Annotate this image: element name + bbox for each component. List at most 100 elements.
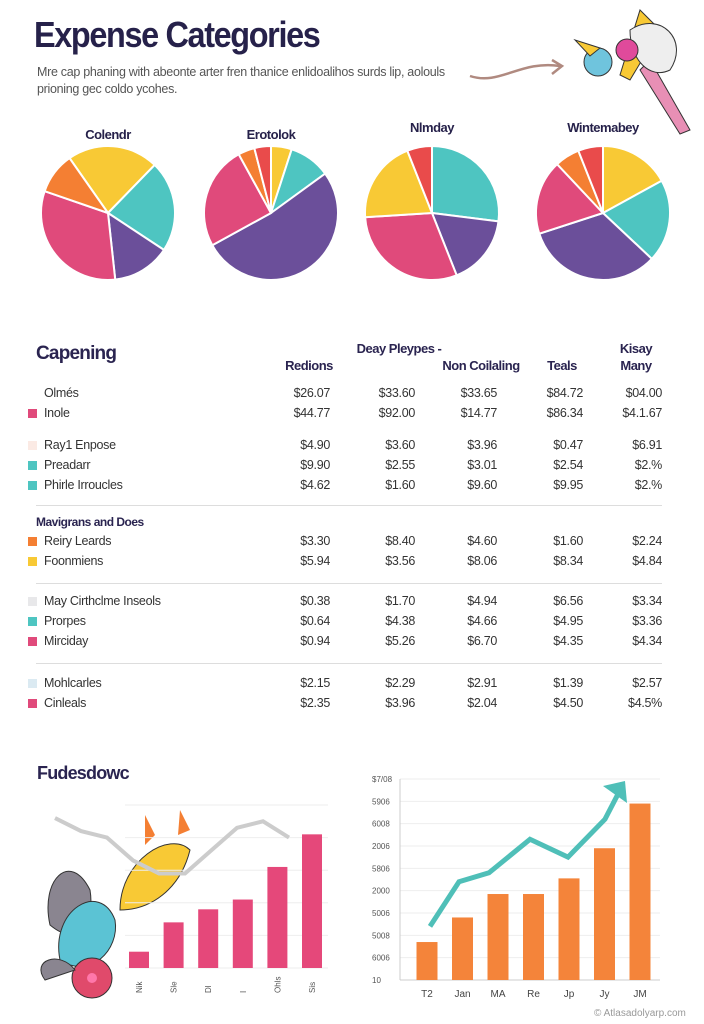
x-tick-label: I	[239, 991, 248, 993]
bar	[594, 848, 615, 980]
row-label: Inole	[44, 406, 70, 420]
row-label: Mirciday	[44, 634, 89, 648]
pie-slice-purple	[430, 211, 500, 277]
x-tick-label: MA	[491, 989, 506, 1000]
table-row: Ray1 Enpose $4.90 $3.60 $3.96 $0.47 $6.91	[0, 436, 704, 456]
cell-value: $3.96	[467, 438, 497, 452]
cell-value: $3.60	[385, 438, 415, 452]
cell-value: $92.00	[378, 406, 416, 420]
column-header: Redions	[285, 358, 333, 373]
cell-value: $1.60	[385, 478, 415, 492]
y-tick-label: 5008	[372, 931, 390, 940]
cell-value: $2.%	[634, 478, 663, 492]
pie-slice-yellow	[68, 145, 157, 215]
trend-arrow-icon	[603, 781, 627, 803]
cell-value: $4.34	[632, 634, 662, 648]
cell-value: $44.77	[293, 406, 331, 420]
cell-value: $2.%	[634, 458, 663, 472]
pie-slice-red	[577, 144, 604, 214]
cell-value: $3.01	[467, 458, 497, 472]
legend-swatch	[28, 461, 37, 470]
table-row: Olmés $26.07 $33.60 $33.65 $84.72 $04.00	[0, 384, 704, 404]
cell-value: $4.38	[385, 614, 415, 628]
cell-value: $3.96	[385, 696, 415, 710]
left-chart-title: Fudesdowc	[37, 763, 130, 783]
cell-value: $2.29	[385, 676, 415, 690]
cell-value: $2.35	[300, 696, 330, 710]
x-tick-label: Jp	[564, 989, 575, 1000]
legend-swatch	[28, 699, 37, 708]
x-tick-label: Jy	[600, 989, 610, 1000]
y-tick-label: 2006	[372, 842, 390, 851]
page-title: Expense Categories	[34, 14, 321, 55]
y-tick-label: 5906	[372, 797, 390, 806]
cell-value: $2.55	[385, 458, 415, 472]
cell-value: $04.00	[625, 386, 663, 400]
cell-value: $4.95	[553, 614, 583, 628]
pie-title: Wintemabey	[567, 120, 639, 135]
pie-title: Erotolok	[246, 127, 296, 142]
cell-value: $33.65	[460, 386, 498, 400]
bar	[416, 942, 438, 980]
cell-value: $2.57	[632, 676, 662, 690]
cell-value: $6.91	[632, 438, 662, 452]
bar	[267, 866, 288, 968]
y-tick-label: 5806	[372, 864, 390, 873]
cell-value: $0.64	[300, 614, 330, 628]
cell-value: $4.90	[300, 438, 330, 452]
pie-slice-orange	[43, 156, 111, 215]
cell-value: $86.34	[546, 406, 584, 420]
cell-value: $1.60	[553, 534, 583, 548]
pie-slice-pink	[535, 162, 605, 235]
y-tick-label: $7/08	[372, 775, 393, 784]
x-tick-label: Sis	[308, 982, 317, 993]
trend-line	[54, 816, 291, 876]
table-row: Inole $44.77 $92.00 $14.77 $86.34 $4.1.67	[0, 404, 704, 424]
table-row: May Cirthclme Inseols $0.38 $1.70 $4.94 $6.5…	[0, 592, 704, 612]
x-tick-label: Nik	[135, 980, 144, 993]
trend-line	[427, 789, 623, 928]
credit-text: © Atlasadolyarp.com	[594, 1008, 686, 1019]
pie-slice-purple	[106, 210, 166, 281]
cell-value: $3.30	[300, 534, 330, 548]
cell-value: $4.84	[632, 554, 662, 568]
flower-bouquet-illustration	[573, 9, 691, 135]
pie-slice-yellow	[602, 144, 664, 215]
bar	[629, 803, 651, 980]
row-label: Olmés	[44, 386, 79, 400]
bar	[452, 917, 473, 980]
table-row: Reiry Leards $3.30 $8.40 $4.60 $1.60 $2.24	[0, 532, 704, 552]
row-label: Foonmiens	[44, 554, 104, 568]
cell-value: $4.5%	[628, 696, 662, 710]
x-tick-label: Jan	[454, 989, 470, 1000]
cell-value: $5.26	[385, 634, 415, 648]
leaf-flower-illustration	[40, 810, 191, 999]
cell-value: $2.54	[553, 458, 583, 472]
cell-value: $26.07	[293, 386, 331, 400]
cell-value: $4.35	[553, 634, 583, 648]
bar	[198, 909, 219, 968]
table-row: Mohlcarles $2.15 $2.29 $2.91 $1.39 $2.57	[0, 674, 704, 694]
row-label: Phirle Irroucles	[44, 478, 123, 492]
pie-slice-pink	[203, 152, 273, 247]
cell-value: $8.06	[467, 554, 497, 568]
cell-value: $3.34	[632, 594, 662, 608]
x-tick-label: Re	[527, 989, 540, 1000]
divider	[36, 583, 662, 584]
cell-value: $84.72	[546, 386, 584, 400]
pie-title: Nlmday	[410, 120, 454, 135]
table-row: Phirle Irroucles $4.62 $1.60 $9.60 $9.95 $2.%	[0, 476, 704, 496]
cell-value: $33.60	[378, 386, 416, 400]
legend-swatch	[28, 481, 37, 490]
legend-swatch	[28, 637, 37, 646]
x-tick-label: Ohls	[273, 977, 282, 993]
table-title: Capening	[36, 343, 117, 364]
table-row: Cinleals $2.35 $3.96 $2.04 $4.50 $4.5%	[0, 694, 704, 714]
pie-slice-teal	[106, 163, 176, 252]
